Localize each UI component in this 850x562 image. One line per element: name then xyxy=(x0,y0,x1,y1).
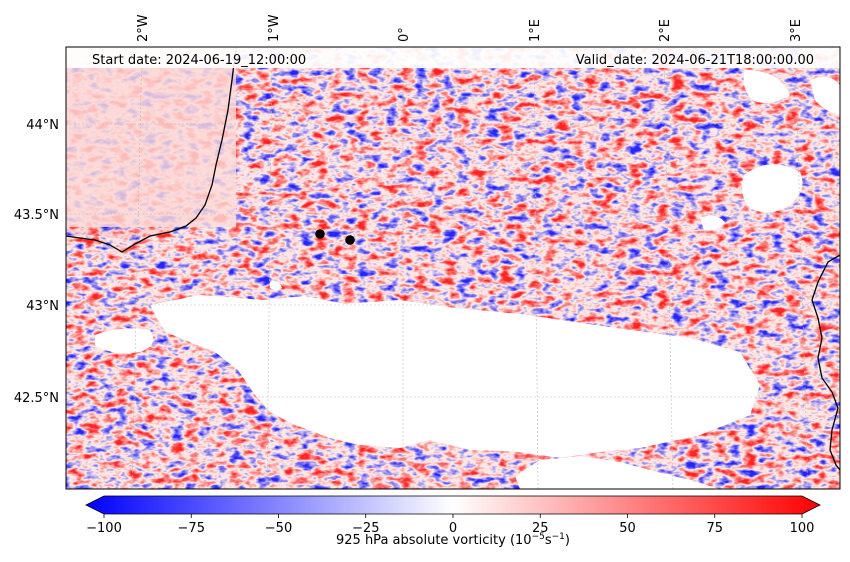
station-marker-1 xyxy=(315,229,325,239)
colorbar-tick-label: −25 xyxy=(352,521,379,536)
colorbar-bar xyxy=(85,495,821,515)
colorbar-tick-label: 100 xyxy=(790,521,815,536)
lon-tick-label: 1°W xyxy=(267,14,282,42)
lat-tick-label: 43.5°N xyxy=(14,208,59,223)
map-frame xyxy=(65,46,841,490)
colorbar-tick-label: 25 xyxy=(532,521,549,536)
lat-tick-labels: 44°N 43.5°N 43°N 42.5°N xyxy=(14,118,59,406)
lon-tick-labels: 2°W 1°W 0° 1°E 2°E 3°E xyxy=(136,14,804,42)
lat-tick-label: 44°N xyxy=(26,118,59,133)
station-markers xyxy=(315,229,355,245)
coastline xyxy=(66,47,840,471)
station-marker-2 xyxy=(345,235,355,245)
valid-date-label: Valid_date: 2024-06-21T18:00:00.00 xyxy=(576,53,814,68)
lon-tick-label: 3°E xyxy=(789,19,804,42)
map-panel xyxy=(66,47,840,489)
lon-tick-label: 2°W xyxy=(136,14,151,42)
colorbar-tick-label: −100 xyxy=(86,521,122,536)
graticule xyxy=(66,47,840,489)
colorbar-tick-label: −75 xyxy=(178,521,205,536)
lon-tick-label: 0° xyxy=(397,27,412,42)
colorbar-ticks: −100 −75 −50 −25 0 25 50 75 100 xyxy=(86,514,814,536)
colorbar-tick-label: 75 xyxy=(706,521,723,536)
lon-tick-label: 1°E xyxy=(528,19,543,42)
lat-tick-label: 43°N xyxy=(26,299,59,314)
colorbar-tick-label: 0 xyxy=(449,521,457,536)
lon-tick-label: 2°E xyxy=(658,19,673,42)
start-date-label: Start date: 2024-06-19_12:00:00 xyxy=(92,53,306,68)
masked-terrain-region xyxy=(95,70,840,489)
colorbar-tick-label: 50 xyxy=(619,521,636,536)
lat-tick-label: 42.5°N xyxy=(14,391,59,406)
colorbar-tick-label: −50 xyxy=(265,521,292,536)
colorbar: −100 −75 −50 −25 0 25 50 75 100 925 hPa absolute… xyxy=(85,495,821,548)
colorbar-label: 925 hPa absolute vorticity (10−5s−1) xyxy=(336,532,570,548)
